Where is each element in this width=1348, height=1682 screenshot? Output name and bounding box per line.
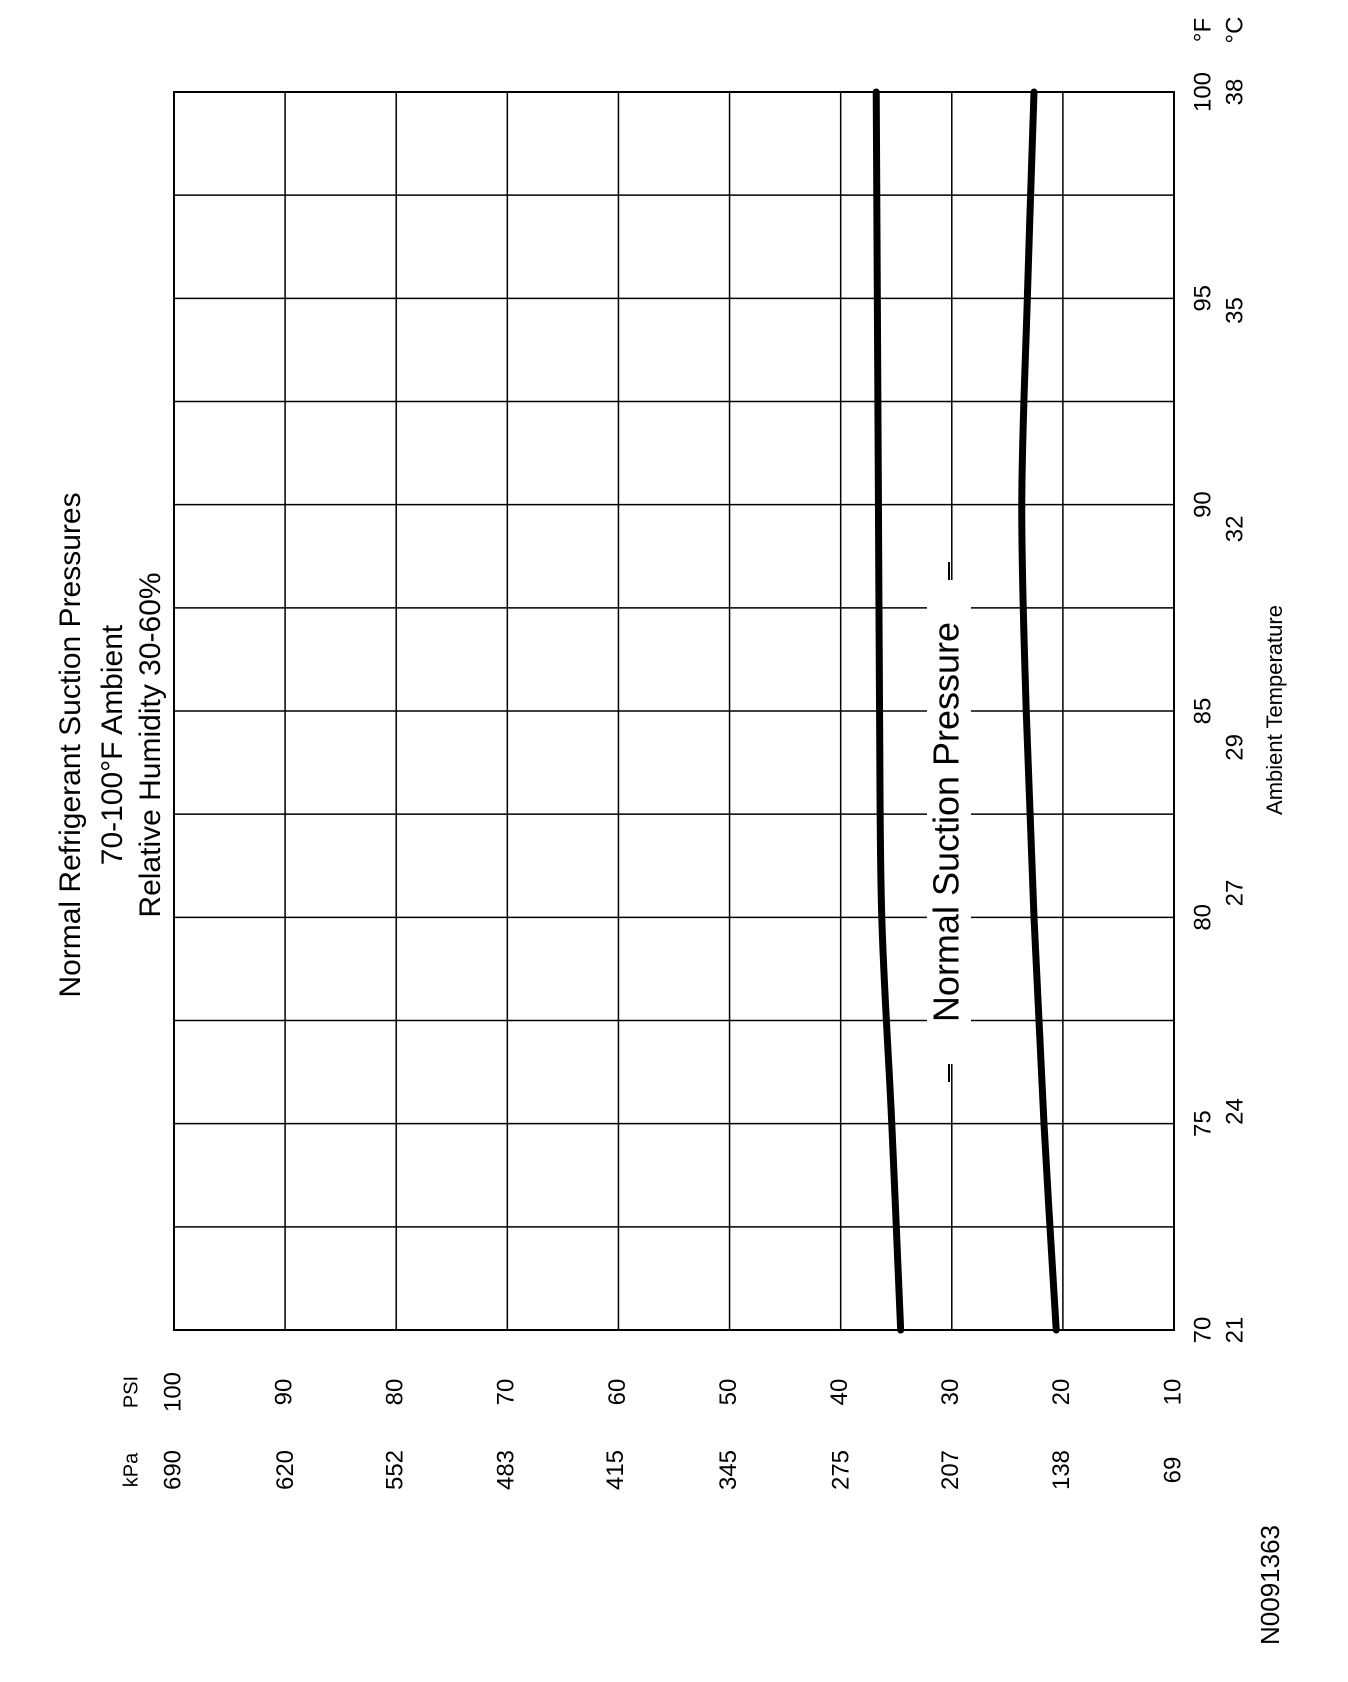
curve xyxy=(1018,88,1060,1334)
x2-tick-label: 29 xyxy=(1221,734,1248,761)
annotation-bg xyxy=(927,580,971,1064)
y2-unit: kPa xyxy=(120,1452,142,1487)
y2-tick-label: 690 xyxy=(159,1450,186,1490)
x-tick-label: 80 xyxy=(1189,904,1216,931)
y2-tick-label: 483 xyxy=(493,1450,520,1490)
x-tick-label: 100 xyxy=(1189,72,1216,112)
y-tick-label: 90 xyxy=(270,1379,297,1406)
y2-tick-label: 138 xyxy=(1048,1450,1075,1490)
y2-tick-label: 345 xyxy=(715,1450,742,1490)
chart-body: Normal Refrigerant Suction Pressures 70-1… xyxy=(54,17,1287,1645)
chart-title: Normal Refrigerant Suction Pressures xyxy=(54,492,87,997)
x-axis-label: Ambient Temperature xyxy=(1262,605,1287,815)
x2-tick-label: 27 xyxy=(1221,880,1248,907)
x2-tick-label: 21 xyxy=(1221,1317,1248,1344)
subtitle: 70-100°F Ambient xyxy=(96,624,129,865)
x2-tick-label: 35 xyxy=(1221,297,1248,324)
y2-tick-label: 207 xyxy=(937,1450,964,1490)
x2-unit: °C xyxy=(1221,17,1248,44)
x-tick-label: 70 xyxy=(1189,1317,1216,1344)
y-tick-label: 100 xyxy=(159,1372,186,1412)
y2-tick-label: 415 xyxy=(602,1450,629,1490)
x2-tick-label: 32 xyxy=(1221,516,1248,543)
x-tick-label: 95 xyxy=(1189,285,1216,312)
x-tick-label: 75 xyxy=(1189,1110,1216,1137)
y-tick-label: 40 xyxy=(826,1379,853,1406)
y2-tick-label: 275 xyxy=(828,1450,855,1490)
figure-id: N0091363 xyxy=(1255,1525,1285,1645)
y-tick-label: 80 xyxy=(382,1379,409,1406)
x-tick-label: 85 xyxy=(1189,698,1216,725)
y-tick-label: 10 xyxy=(1159,1379,1186,1406)
y2-tick-label: 69 xyxy=(1159,1457,1186,1484)
x-unit: °F xyxy=(1189,18,1216,42)
y2-tick-label: 552 xyxy=(382,1450,409,1490)
subtitle: Relative Humidity 30-60% xyxy=(134,572,167,917)
y-tick-label: 20 xyxy=(1048,1379,1075,1406)
x-tick-label: 90 xyxy=(1189,491,1216,518)
y-tick-label: 50 xyxy=(715,1379,742,1406)
y-unit: PSI xyxy=(120,1376,142,1408)
y-tick-label: 60 xyxy=(604,1379,631,1406)
x2-tick-label: 38 xyxy=(1221,79,1248,106)
y-tick-label: 30 xyxy=(937,1379,964,1406)
annotation: Normal Suction Pressure xyxy=(926,622,967,1022)
x2-tick-label: 24 xyxy=(1221,1098,1248,1125)
curve xyxy=(872,88,905,1334)
y2-tick-label: 620 xyxy=(272,1450,299,1490)
y-tick-label: 70 xyxy=(493,1379,520,1406)
